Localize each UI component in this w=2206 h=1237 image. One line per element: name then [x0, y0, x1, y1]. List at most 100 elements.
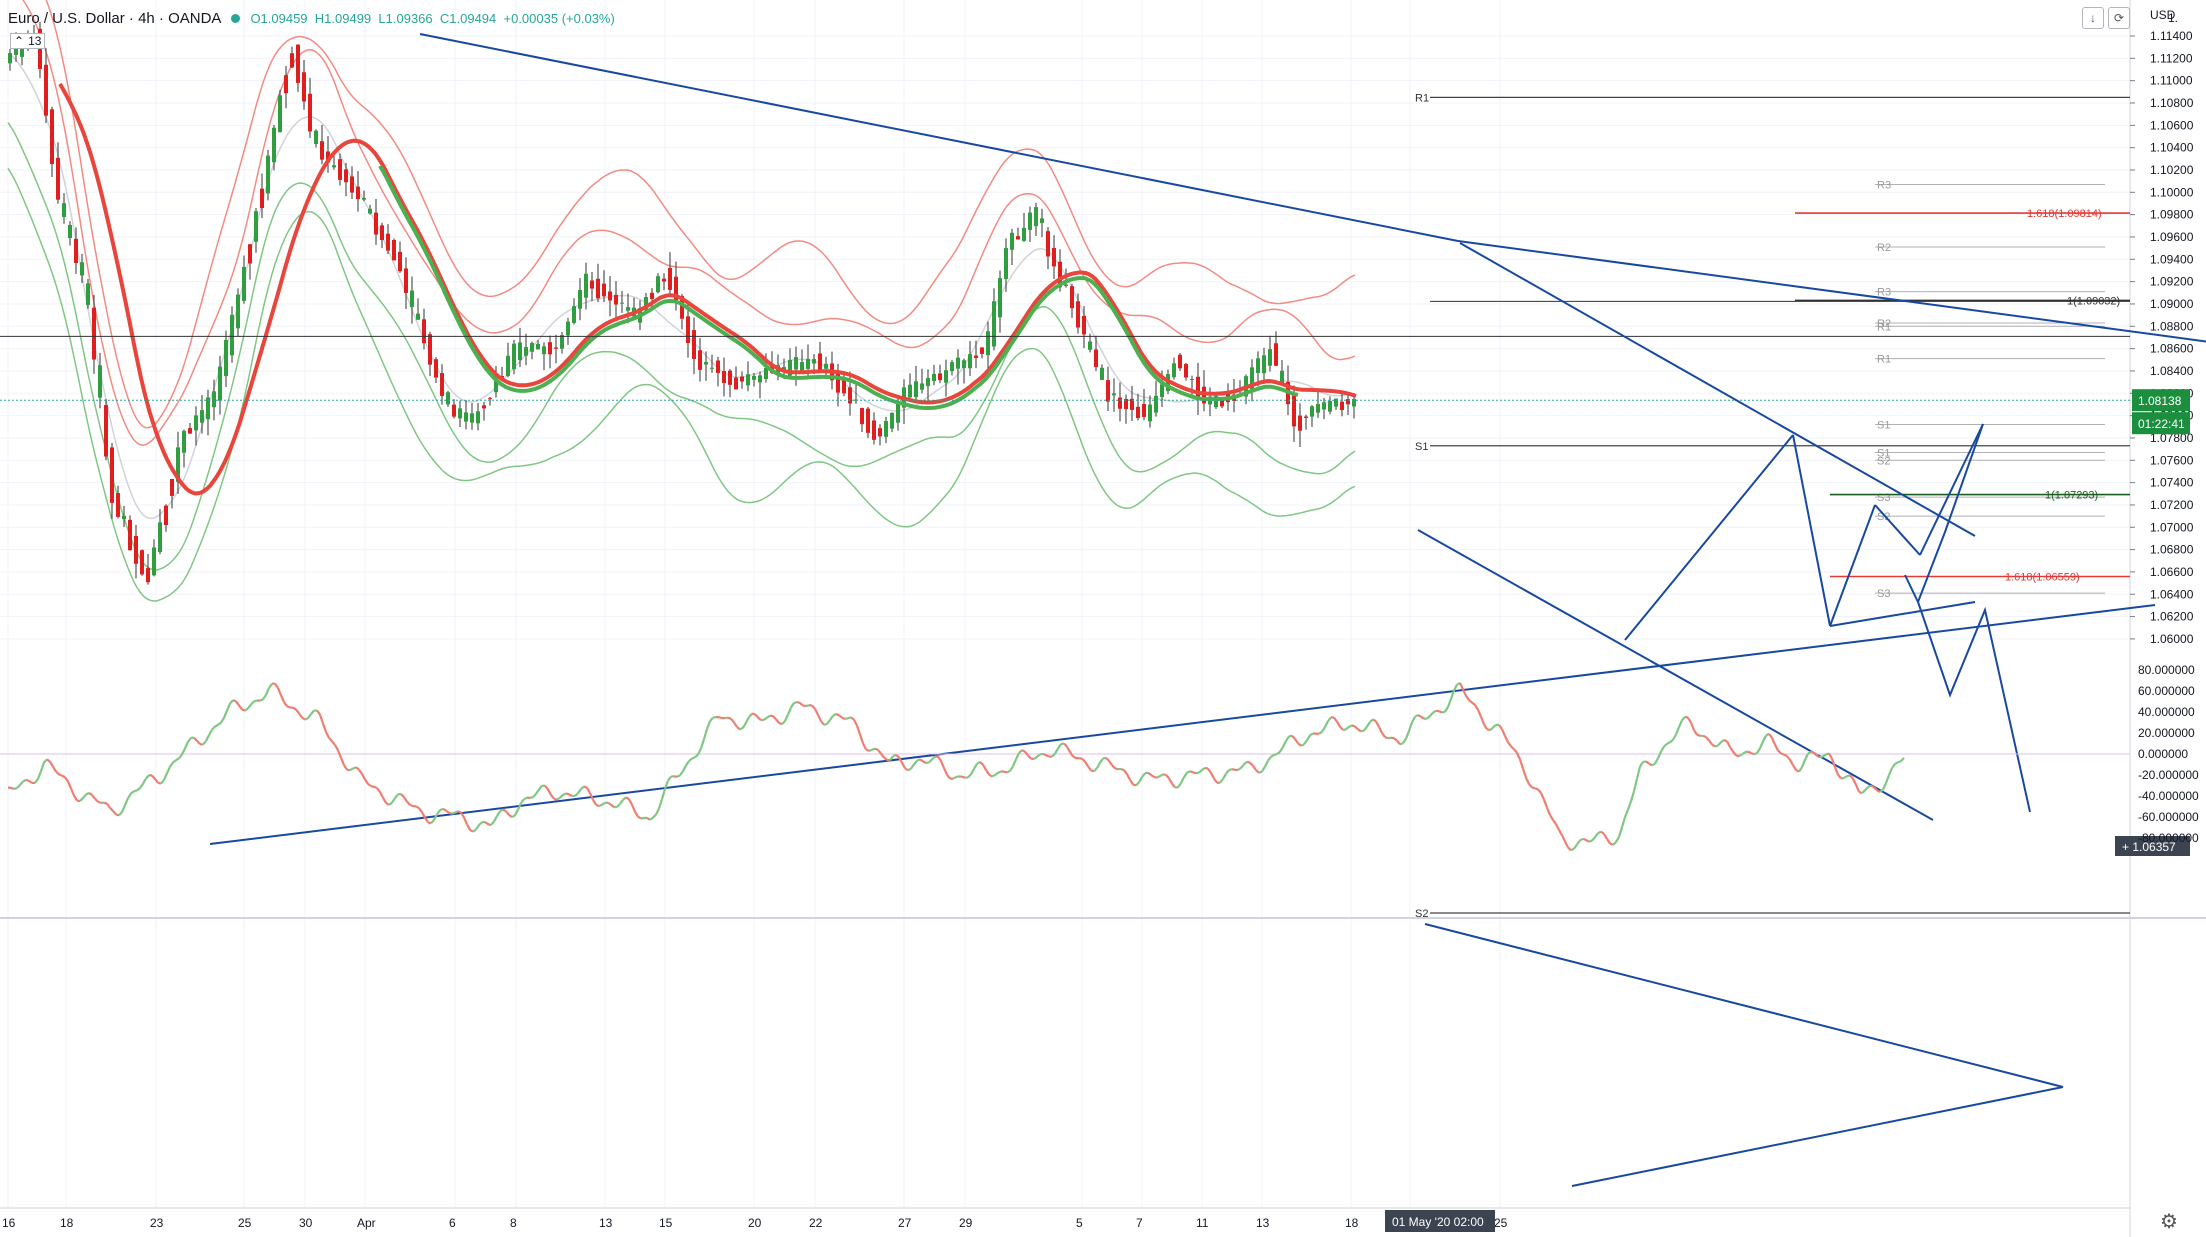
osc-line-segment: [178, 753, 183, 760]
candle-body: [512, 343, 516, 370]
candle-body: [1184, 364, 1188, 378]
osc-line-segment: [757, 716, 762, 721]
osc-line-segment: [1294, 738, 1299, 744]
osc-line-segment: [1770, 737, 1777, 746]
osc-line-segment: [1669, 738, 1674, 744]
candle-body: [1214, 396, 1218, 408]
osc-line-segment: [130, 790, 135, 795]
osc-line-segment: [814, 708, 819, 716]
osc-line-segment: [1357, 728, 1362, 733]
osc-line-segment: [1800, 759, 1807, 768]
candle-body: [284, 75, 288, 94]
osc-line-segment: [919, 758, 924, 763]
candle-body: [200, 410, 204, 423]
osc-line-segment: [1168, 777, 1173, 785]
trendline[interactable]: [1829, 504, 1876, 627]
osc-line-segment: [22, 778, 27, 783]
symbol-title[interactable]: Euro / U.S. Dollar · 4h · OANDA: [8, 10, 222, 27]
trendline[interactable]: [209, 604, 2156, 845]
osc-line-segment: [304, 717, 309, 721]
candle-body: [458, 408, 462, 419]
candle-body: [116, 493, 120, 517]
trendlines[interactable]: [209, 33, 2206, 845]
osc-line-segment: [883, 756, 888, 761]
osc-line-segment: [1711, 743, 1716, 748]
fib-label: 1(1.07293): [2045, 490, 2098, 502]
candle-body: [596, 278, 600, 299]
refresh-icon[interactable]: ⟳: [2108, 7, 2130, 29]
osc-line-segment: [19, 780, 24, 786]
osc-line-segment: [1102, 756, 1107, 760]
osc-tick-label: 0.000000: [2138, 747, 2188, 761]
time-tick-label: 23: [150, 1216, 164, 1230]
osc-line-segment: [1141, 772, 1146, 778]
osc-line-segment: [939, 760, 946, 769]
osc-line-segment: [1441, 710, 1446, 714]
osc-trendline-lower[interactable]: [1571, 1086, 2064, 1187]
crosshair-time-tag: [1385, 1210, 1495, 1232]
market-status-icon: [231, 14, 241, 23]
candle-body: [548, 342, 552, 355]
indicator-legend-toggle[interactable]: ⌃ 13: [10, 33, 46, 49]
trendline[interactable]: [1829, 601, 1976, 627]
osc-line-segment: [1228, 768, 1233, 772]
osc-line-segment: [1573, 843, 1578, 850]
candle-body: [218, 366, 222, 401]
osc-tick-label: -40.000000: [2138, 789, 2199, 803]
trendline[interactable]: [1874, 504, 1921, 556]
osc-line-segment: [1036, 753, 1041, 758]
osc-trendline-upper[interactable]: [1424, 923, 2064, 1088]
price-tick-label: 1.10200: [2150, 163, 2194, 177]
candle-body: [1268, 349, 1272, 366]
candle-body: [1148, 404, 1152, 422]
trendline[interactable]: [1459, 242, 1976, 537]
candle-body: [1076, 301, 1080, 328]
osc-line-segment: [1833, 766, 1840, 776]
scroll-down-icon[interactable]: ↓: [2082, 7, 2104, 29]
osc-line-segment: [718, 716, 723, 720]
trendline[interactable]: [1417, 529, 1934, 821]
osc-line-segment: [238, 704, 243, 711]
price-axis[interactable]: 1. 1.11400 1.11200 1.11000 1.10800 1.10600 1.1…: [2115, 11, 2194, 856]
trendline[interactable]: [1792, 434, 1831, 627]
osc-line-segment: [1468, 699, 1473, 704]
moving-averages: [58, 82, 1357, 496]
candle-body: [824, 363, 828, 369]
candle-body: [1322, 402, 1326, 410]
osc-line-segment: [1123, 769, 1128, 775]
osc-line-segment: [1629, 790, 1636, 802]
osc-line-segment: [1513, 748, 1518, 754]
gear-icon[interactable]: ⚙: [2160, 1211, 2178, 1233]
oscillator-axis[interactable]: 80.000000 60.000000 40.000000 20.000000 0.00…: [2138, 663, 2199, 845]
upper-band-outer: [45, 0, 1356, 429]
osc-line-segment: [1087, 765, 1092, 772]
currency-label[interactable]: USD: [2150, 8, 2176, 22]
osc-line-segment: [913, 760, 918, 766]
trendline[interactable]: [1457, 240, 2206, 349]
osc-line-segment: [1819, 755, 1824, 759]
osc-line-segment: [1830, 758, 1837, 768]
osc-line-segment: [13, 786, 18, 790]
osc-line-segment: [682, 765, 687, 772]
osc-line-segment: [364, 778, 369, 785]
osc-line-segment: [1654, 757, 1659, 765]
projection-path[interactable]: [1904, 423, 2031, 813]
osc-line-segment: [1111, 764, 1116, 770]
candle-body: [506, 355, 510, 376]
trendline[interactable]: [1919, 423, 1984, 556]
candle-body: [1010, 232, 1014, 250]
osc-line-segment: [660, 788, 667, 800]
osc-line-segment: [1429, 711, 1434, 717]
osc-line-segment: [165, 766, 172, 774]
candle-body: [224, 339, 228, 377]
time-axis[interactable]: 1618232530Apr681315202227295711131820250…: [2, 1210, 1508, 1232]
trendline[interactable]: [419, 33, 1459, 242]
osc-line-segment: [778, 721, 783, 726]
candle-body: [788, 359, 792, 376]
candle-body: [524, 347, 528, 356]
trendline[interactable]: [1624, 434, 1794, 641]
candle-body: [440, 373, 444, 396]
osc-line-segment: [799, 702, 804, 707]
price-tick-label: 1.06400: [2150, 587, 2194, 601]
